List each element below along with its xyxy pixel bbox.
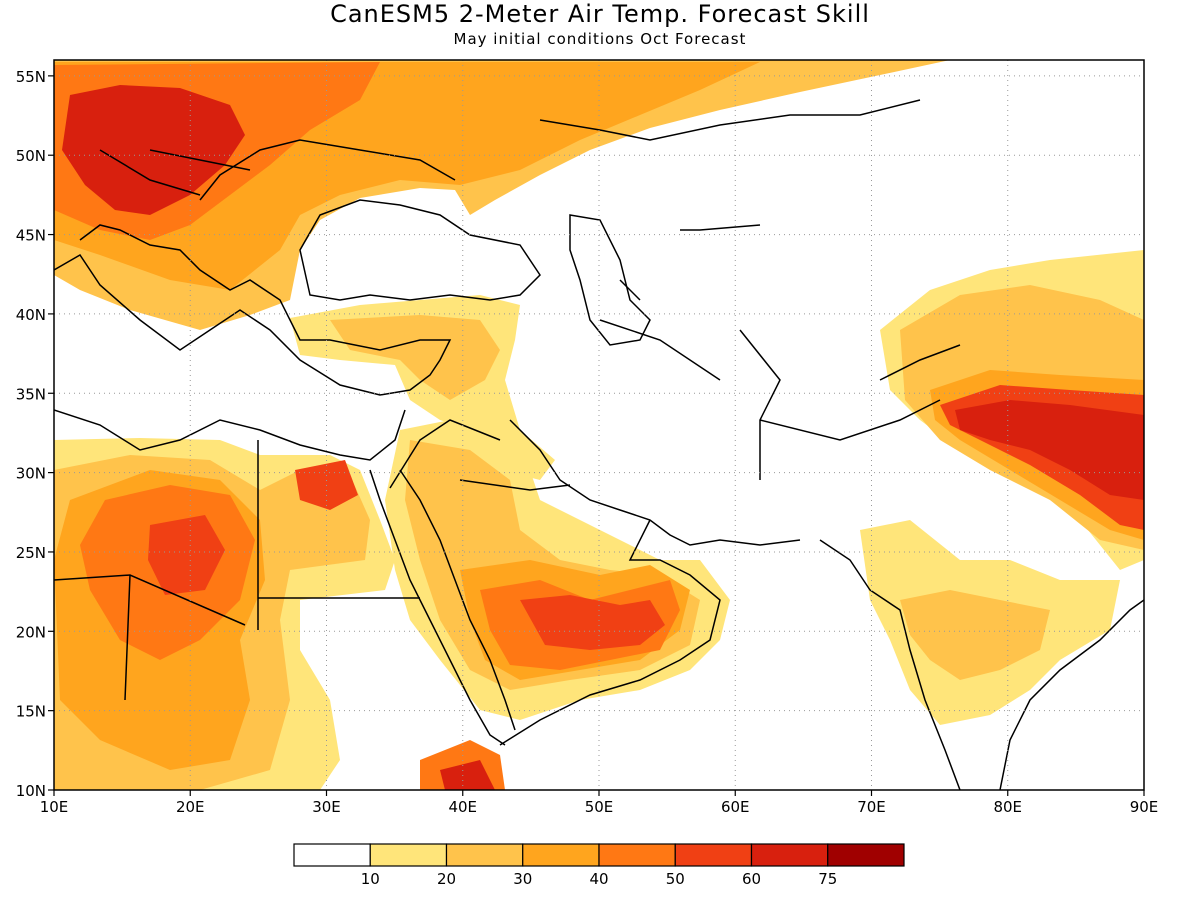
border-lines <box>54 99 961 701</box>
colorbar-swatch <box>445 843 524 867</box>
colorbar-label: 20 <box>437 870 456 888</box>
x-tick-label: 90E <box>1130 798 1159 816</box>
colorbar-swatch <box>293 843 371 867</box>
colorbar-label: 10 <box>361 870 380 888</box>
x-tick-label: 40E <box>448 798 477 816</box>
skill-region-ethiopia-core <box>440 760 495 790</box>
skill-region-rub-al-khali <box>520 595 665 650</box>
colorbar-swatch <box>750 843 829 867</box>
caspian-coast <box>569 214 651 346</box>
skill-region-turkey-inner <box>330 315 500 400</box>
skill-region-india-mid <box>900 590 1050 680</box>
colorbar-swatch <box>522 843 600 867</box>
persian-gulf-coast <box>499 419 801 746</box>
india-coast <box>819 539 1144 790</box>
map-subtitle: May initial conditions Oct Forecast <box>453 30 747 48</box>
colorbar-swatch <box>598 843 676 867</box>
colorbar-swatch <box>827 843 905 867</box>
colorbar: 10 20 30 40 50 60 75 <box>293 843 905 888</box>
y-tick-label: 10N <box>16 782 46 800</box>
x-tick-label: 50E <box>585 798 614 816</box>
colorbar-label: 40 <box>589 870 608 888</box>
skill-shading <box>54 60 1144 790</box>
skill-region-libya-core <box>148 515 225 595</box>
colorbar-label: 50 <box>666 870 685 888</box>
y-tick-label: 55N <box>16 68 46 86</box>
colorbar-label: 60 <box>742 870 761 888</box>
y-tick-label: 50N <box>16 147 46 165</box>
colorbar-label: 30 <box>513 870 532 888</box>
coastlines-borders <box>54 99 1144 790</box>
x-tick-label: 80E <box>993 798 1022 816</box>
map-title: CanESM5 2-Meter Air Temp. Forecast Skill <box>330 0 870 28</box>
y-tick-label: 15N <box>16 703 46 721</box>
x-tick-label: 30E <box>312 798 341 816</box>
y-tick-label: 20N <box>16 623 46 641</box>
y-tick-label: 30N <box>16 465 46 483</box>
x-axis: 10E 20E 30E 40E 50E 60E 70E 80E 90E <box>40 790 1159 816</box>
y-tick-label: 45N <box>16 227 46 245</box>
colorbar-swatch <box>369 843 448 867</box>
y-axis: 10N 15N 20N 25N 30N 35N 40N 45N 50N 55N <box>16 68 54 800</box>
colorbar-swatch <box>674 843 753 867</box>
x-tick-label: 10E <box>40 798 69 816</box>
skill-region-himalaya-core <box>955 400 1144 500</box>
y-tick-label: 40N <box>16 306 46 324</box>
x-tick-label: 60E <box>721 798 750 816</box>
black-sea-coast <box>299 199 541 301</box>
colorbar-label: 75 <box>818 870 837 888</box>
grid-lines <box>54 60 1144 790</box>
x-tick-label: 70E <box>857 798 886 816</box>
y-tick-label: 35N <box>16 385 46 403</box>
x-tick-label: 20E <box>176 798 205 816</box>
y-tick-label: 25N <box>16 544 46 562</box>
